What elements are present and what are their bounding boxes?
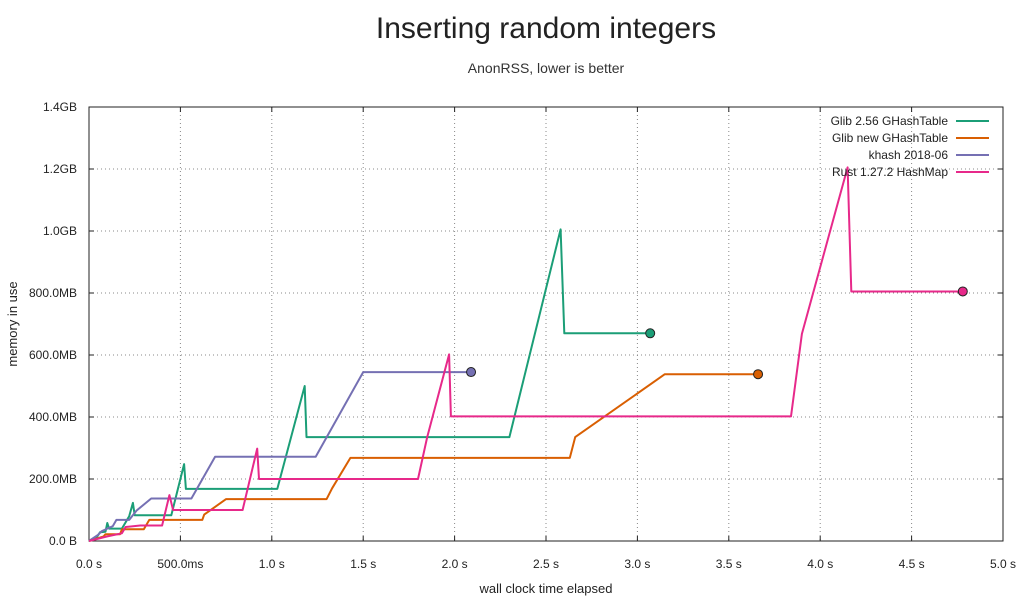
legend-label-rust-1-27-2-hashmap: Rust 1.27.2 HashMap <box>832 165 948 179</box>
series-line-glib-2-56-ghashtable <box>88 228 651 542</box>
legend: Glib 2.56 GHashTable Glib new GHashTable k… <box>831 114 989 179</box>
x-axis-label: wall clock time elapsed <box>479 581 613 596</box>
x-tick-label: 1.0 s <box>259 557 285 571</box>
y-tick-label: 1.4GB <box>43 100 77 114</box>
x-tick-label: 2.0 s <box>442 557 468 571</box>
y-tick-label: 600.0MB <box>29 348 77 362</box>
chart-subtitle: AnonRSS, lower is better <box>468 60 625 76</box>
x-tick-label: 4.5 s <box>899 557 925 571</box>
legend-label-glib-new-ghashtable: Glib new GHashTable <box>832 131 948 145</box>
x-tick-label: 4.0 s <box>807 557 833 571</box>
x-tick-label: 1.5 s <box>350 557 376 571</box>
y-tick-label: 1.0GB <box>43 224 77 238</box>
chart-title: Inserting random integers <box>376 12 716 45</box>
series-end-marker-khash-2018-06 <box>466 367 477 378</box>
series-end-marker-glib-2-56-ghashtable <box>645 328 656 339</box>
series-line-khash-2018-06 <box>88 371 472 542</box>
series-end-marker-glib-new-ghashtable <box>753 369 764 380</box>
axis-ticks: 0.0 s 500.0ms 1.0 s 1.5 s 2.0 s 2.5 s 3.0 s 3.5… <box>29 100 1016 571</box>
x-tick-label: 2.5 s <box>533 557 559 571</box>
series-end-marker-rust-1-27-2-hashmap <box>957 286 968 297</box>
legend-label-khash-2018-06: khash 2018-06 <box>869 148 949 162</box>
x-tick-label: 3.0 s <box>624 557 650 571</box>
x-tick-label: 3.5 s <box>716 557 742 571</box>
y-tick-label: 800.0MB <box>29 286 77 300</box>
y-tick-label: 1.2GB <box>43 162 77 176</box>
x-tick-label: 0.0 s <box>76 557 102 571</box>
series-layer <box>88 166 968 542</box>
grid <box>89 107 1003 541</box>
legend-label-glib-2-56-ghashtable: Glib 2.56 GHashTable <box>831 114 949 128</box>
y-tick-label: 400.0MB <box>29 410 77 424</box>
y-tick-label: 0.0 B <box>49 534 77 548</box>
y-axis-label: memory in use <box>5 281 20 366</box>
x-tick-label: 5.0 s <box>990 557 1016 571</box>
x-tick-label: 500.0ms <box>157 557 203 571</box>
series-line-rust-1-27-2-hashmap <box>88 166 963 542</box>
y-tick-label: 200.0MB <box>29 472 77 486</box>
